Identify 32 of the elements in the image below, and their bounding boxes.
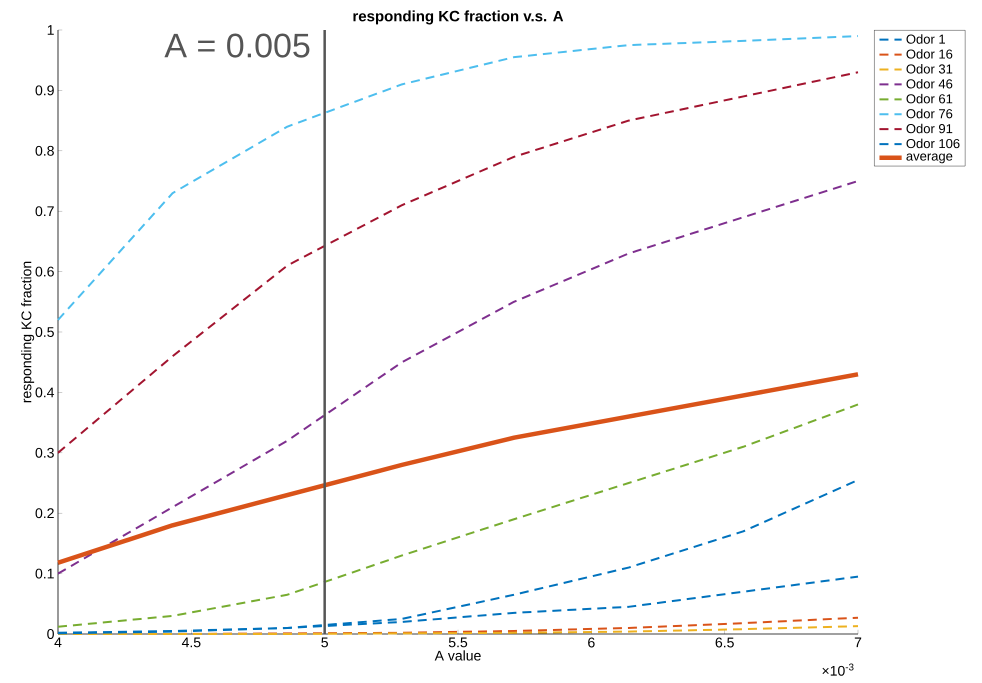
legend-label: Odor 46 [906,78,952,88]
legend-label: Odor 1 [906,34,946,44]
legend-label: Odor 31 [906,64,952,74]
chart-title: responding KC fraction v.s. A [353,10,564,24]
annotation: A = 0.005 [164,34,310,58]
x-tick-label: 5.5 [448,638,468,648]
y-tick-label: 0.3 [36,448,54,458]
x-tick-label: 4.5 [182,638,200,648]
y-tick-label: 1 [48,25,54,35]
x-tick-label: 4 [54,638,62,648]
text: ×10$^{-3}$ [822,664,854,676]
legend-label: Odor 16 [906,49,952,59]
x-tick-label: 6 [588,638,595,648]
legend-label: average [906,154,952,164]
y-tick-label: 0.5 [36,327,54,337]
y-tick-label: 0.7 [36,206,54,216]
legend-label: Odor 91 [906,124,952,134]
y-tick-label: 0.6 [36,266,54,277]
legend-label: Odor 61 [906,94,952,104]
y-tick-label: 0.4 [36,387,54,398]
y-tick-label: 0.1 [36,568,54,579]
x-tick-label: 6.5 [716,638,734,648]
x-axis-title: A value [434,650,481,661]
y-axis-title: responding KC fraction [21,262,34,402]
y-tick-label: 0.8 [36,146,54,156]
y-tick-label: 0.2 [36,508,54,518]
y-tick-label: 0.9 [36,85,54,96]
x-tick-label: 7 [854,638,862,648]
legend-label: Odor 106 [906,138,960,148]
y-tick-label: 0 [47,629,54,639]
x-tick-label: 5 [321,638,328,648]
legend-label: Odor 76 [906,108,952,118]
